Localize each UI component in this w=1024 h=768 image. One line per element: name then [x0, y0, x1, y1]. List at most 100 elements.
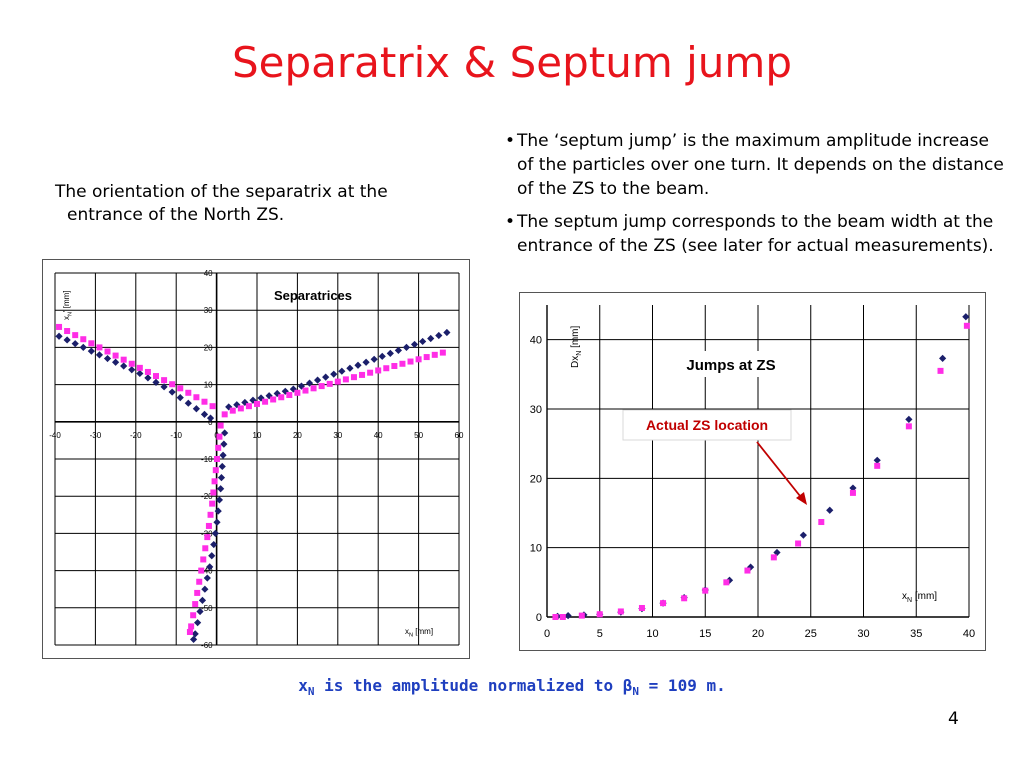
y-tick-label: -50 [201, 604, 213, 613]
data-point [410, 340, 419, 349]
bullet-list: • The ‘septum jump’ is the maximum ampli… [505, 129, 1005, 267]
data-point [193, 394, 200, 401]
data-point [439, 349, 446, 356]
data-point [72, 332, 79, 339]
page-number: 4 [948, 709, 959, 729]
data-point [245, 403, 252, 410]
data-point [391, 363, 398, 369]
data-point [80, 336, 87, 343]
data-point [270, 396, 277, 403]
data-point [188, 623, 195, 630]
data-point [112, 352, 119, 359]
data-point [744, 567, 751, 574]
footnote-sub-n2: N [632, 685, 640, 699]
y-tick-label: 40 [530, 335, 542, 347]
data-point [254, 400, 260, 407]
data-point [190, 612, 197, 619]
data-point [342, 376, 349, 383]
data-point [56, 323, 63, 330]
data-point [241, 398, 249, 407]
data-point [937, 367, 944, 374]
data-point [795, 540, 802, 547]
data-point [189, 635, 198, 644]
data-point [350, 374, 357, 381]
data-point [375, 367, 382, 374]
data-point [169, 381, 176, 388]
data-point [770, 554, 777, 561]
x-tick-label: -20 [130, 431, 142, 440]
data-point [194, 589, 201, 596]
data-point [220, 440, 228, 448]
data-point [318, 383, 325, 390]
jumps-plot: 0 5 10 15 20 25 30 35 40 0 10 20 30 40 Jumps at ZS xN [… [530, 305, 975, 640]
x-tick-label: 60 [455, 431, 464, 440]
x-tick-label: 20 [752, 628, 764, 640]
footnote: xN is the amplitude normalized to βN = 1… [0, 676, 1024, 698]
data-point [423, 354, 430, 361]
data-point [873, 456, 881, 464]
data-point [354, 361, 362, 369]
data-point [192, 405, 200, 413]
x-tick-label: 25 [805, 628, 817, 640]
y-tick-label: -40 [201, 567, 213, 576]
data-point [773, 548, 781, 557]
data-point [120, 356, 127, 363]
data-point [564, 612, 572, 620]
data-point [257, 394, 265, 402]
y-tick-label: 10 [530, 543, 542, 555]
data-point [265, 392, 273, 400]
data-point [203, 574, 211, 582]
data-point [128, 366, 136, 374]
jumps-at-zs-chart: 0 5 10 15 20 25 30 35 40 0 10 20 30 40 Jumps at ZS xN [… [519, 292, 986, 651]
x-tick-label: -10 [170, 431, 182, 440]
bullet-dot-icon: • [505, 131, 516, 151]
data-point [88, 340, 95, 347]
data-point [818, 519, 825, 526]
data-point [578, 612, 585, 619]
footnote-beta: β [622, 676, 633, 695]
x-tick-label: 50 [414, 431, 423, 440]
x-tick-label: 30 [333, 431, 342, 440]
chart-caption: The orientation of the separatrix at the… [55, 182, 388, 225]
data-point [112, 358, 120, 366]
data-point [286, 392, 293, 399]
chart-title: Jumps at ZS [686, 357, 775, 374]
data-point [310, 385, 317, 392]
annotation-arrow-line [756, 441, 805, 502]
data-point [120, 362, 128, 370]
data-point [104, 348, 111, 355]
data-point [939, 354, 947, 362]
data-point [213, 518, 221, 526]
data-point [217, 474, 226, 482]
data-point [346, 364, 354, 372]
data-point [177, 385, 184, 392]
x-tick-label: 10 [646, 628, 658, 640]
data-point [201, 585, 209, 593]
data-point [95, 351, 104, 359]
x-tick-label: -40 [49, 431, 61, 440]
data-point [204, 534, 211, 541]
annotation-arrow-head-icon [796, 492, 807, 505]
y-tick-label: -60 [201, 641, 213, 650]
x-tick-label: -30 [90, 431, 102, 440]
data-point [103, 354, 112, 363]
data-point [370, 355, 378, 363]
data-point [419, 337, 427, 346]
data-point [205, 522, 212, 529]
separatrices-plot: -40-30-20-100102030405060403020100-10-20… [49, 269, 464, 650]
data-point [314, 376, 322, 384]
data-point [399, 360, 406, 367]
data-point [210, 540, 218, 549]
y-tick-label: 30 [204, 306, 213, 315]
data-point [723, 579, 730, 586]
data-point [435, 331, 443, 340]
data-point [383, 365, 390, 372]
y-tick-label: -20 [201, 492, 213, 501]
data-point [218, 462, 226, 471]
data-point [849, 489, 856, 496]
data-point [278, 394, 285, 401]
y-tick-label: 0 [536, 612, 542, 624]
data-point [196, 578, 203, 585]
y-tick-label: 40 [204, 269, 213, 278]
data-point [210, 489, 217, 496]
